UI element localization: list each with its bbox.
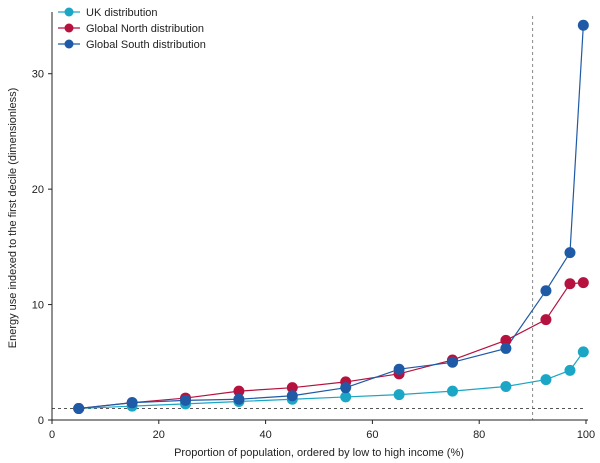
data-point-series-2 bbox=[577, 19, 589, 31]
data-point-series-2 bbox=[73, 402, 85, 414]
y-tick-label: 10 bbox=[32, 300, 44, 312]
y-tick-label: 30 bbox=[32, 69, 44, 81]
legend-label: Global South distribution bbox=[86, 39, 206, 51]
data-point-series-2 bbox=[393, 363, 405, 375]
data-point-series-0 bbox=[340, 391, 352, 403]
y-axis-title: Energy use indexed to the first decile (… bbox=[7, 88, 19, 348]
data-point-series-0 bbox=[393, 389, 405, 401]
data-point-series-1 bbox=[540, 314, 552, 326]
data-point-series-1 bbox=[564, 278, 576, 290]
data-point-series-2 bbox=[540, 285, 552, 297]
data-point-series-2 bbox=[340, 382, 352, 394]
legend-swatch-marker bbox=[64, 7, 74, 17]
reference-lines bbox=[52, 16, 586, 420]
data-point-series-1 bbox=[500, 334, 512, 346]
legend-swatch-marker bbox=[64, 39, 74, 49]
data-point-series-0 bbox=[577, 346, 589, 358]
y-tick-label: 0 bbox=[38, 415, 44, 427]
series-points bbox=[73, 19, 589, 414]
x-tick-label: 80 bbox=[473, 429, 485, 441]
x-tick-label: 60 bbox=[366, 429, 378, 441]
data-point-series-2 bbox=[286, 390, 298, 402]
axes: 0 20 40 60 80 100 0 10 20 30 bbox=[32, 12, 595, 441]
data-point-series-2 bbox=[564, 247, 576, 259]
legend-label: UK distribution bbox=[86, 7, 158, 19]
x-axis-title: Proportion of population, ordered by low… bbox=[174, 447, 464, 459]
x-tick-label: 100 bbox=[577, 429, 595, 441]
data-point-series-2 bbox=[126, 397, 138, 409]
data-point-series-2 bbox=[500, 342, 512, 354]
data-point-series-0 bbox=[447, 385, 458, 397]
x-tick-label: 40 bbox=[259, 429, 271, 441]
data-point-series-0 bbox=[500, 381, 512, 393]
series-line-2 bbox=[78, 25, 584, 410]
data-point-series-1 bbox=[577, 277, 589, 289]
data-point-series-1 bbox=[286, 382, 298, 394]
data-point-series-2 bbox=[233, 393, 245, 405]
x-tick-label: 20 bbox=[153, 429, 165, 441]
data-point-series-2 bbox=[447, 356, 458, 368]
data-point-series-1 bbox=[233, 385, 245, 397]
legend-swatch-marker bbox=[64, 23, 74, 33]
legend-label: Global North distribution bbox=[86, 23, 204, 35]
series-line-0 bbox=[78, 351, 584, 410]
data-point-series-2 bbox=[180, 394, 191, 406]
x-tick-label: 0 bbox=[49, 429, 55, 441]
legend: UK distribution Global North distribution… bbox=[58, 7, 206, 51]
data-point-series-0 bbox=[564, 364, 576, 376]
data-point-series-0 bbox=[540, 374, 552, 386]
y-tick-label: 20 bbox=[32, 184, 44, 196]
